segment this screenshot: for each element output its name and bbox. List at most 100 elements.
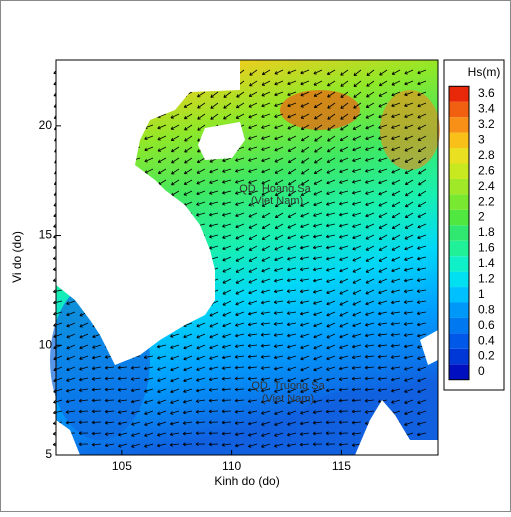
- arrow: [287, 69, 297, 75]
- arrow: [300, 179, 310, 186]
- arrow: [326, 168, 336, 174]
- arrow: [66, 311, 76, 317]
- arrow: [261, 102, 271, 108]
- arrow: [351, 355, 362, 360]
- arrow: [417, 223, 427, 229]
- arrow: [222, 256, 232, 262]
- colorbar-swatch: [449, 163, 469, 179]
- arrow: [391, 212, 401, 218]
- arrow: [377, 376, 388, 381]
- arrow: [209, 190, 219, 195]
- arrow: [417, 102, 427, 108]
- colorbar-label: 3: [478, 133, 485, 147]
- arrow: [222, 311, 232, 317]
- arrow: [338, 431, 349, 436]
- arrow: [104, 409, 115, 414]
- arrow: [222, 267, 232, 273]
- arrow: [300, 113, 310, 119]
- arrow: [261, 113, 271, 119]
- arrow: [391, 168, 401, 174]
- arrow: [234, 333, 245, 338]
- arrow: [391, 91, 401, 97]
- arrow: [248, 190, 258, 196]
- arrow: [351, 387, 362, 392]
- colorbar-swatch: [449, 302, 469, 318]
- arrow: [130, 388, 141, 393]
- arrow: [117, 399, 128, 403]
- arrow: [209, 322, 219, 328]
- arrow: [235, 300, 245, 306]
- arrow: [287, 212, 297, 218]
- arrow: [288, 168, 297, 175]
- arrow: [300, 344, 310, 350]
- arrow: [404, 234, 414, 240]
- arrow: [247, 333, 258, 337]
- arrow: [247, 322, 258, 327]
- arrow: [314, 135, 323, 142]
- arrow: [378, 102, 388, 108]
- arrow: [338, 387, 349, 392]
- arrow: [170, 399, 180, 404]
- arrow: [403, 289, 414, 294]
- arrow: [299, 256, 310, 261]
- arrow: [274, 432, 284, 437]
- arrow: [261, 179, 271, 185]
- colorbar-swatch: [449, 240, 469, 257]
- arrow: [390, 322, 401, 326]
- arrow: [248, 102, 258, 108]
- arrow: [299, 442, 310, 447]
- colorbar-label: 2.2: [478, 194, 495, 208]
- arrow: [417, 212, 427, 218]
- arrow: [352, 267, 362, 273]
- arrow: [300, 69, 310, 75]
- arrow: [352, 333, 362, 338]
- arrow: [417, 80, 427, 86]
- arrow: [273, 300, 284, 304]
- arrow: [404, 421, 414, 426]
- arrow: [79, 366, 89, 371]
- arrow: [326, 355, 336, 361]
- arrow: [261, 168, 271, 174]
- arrow: [404, 377, 414, 382]
- arrow: [248, 223, 258, 229]
- arrow: [378, 256, 388, 262]
- arrow: [104, 387, 115, 392]
- arrow: [196, 333, 206, 339]
- arrow: [170, 377, 180, 383]
- arrow: [287, 410, 297, 415]
- arrow: [300, 223, 310, 229]
- arrow: [313, 311, 323, 317]
- arrow: [234, 398, 245, 403]
- arrow: [377, 354, 388, 359]
- arrow: [338, 398, 349, 403]
- arrow: [91, 366, 102, 371]
- arrow: [221, 387, 232, 392]
- arrow: [326, 289, 336, 295]
- arrow: [222, 300, 232, 306]
- arrow: [208, 223, 219, 228]
- colorbar-label: 2.6: [478, 163, 495, 177]
- arrow: [118, 443, 128, 448]
- arrow: [300, 201, 310, 207]
- arrow: [378, 201, 388, 207]
- arrow: [274, 179, 284, 185]
- arrow: [261, 399, 271, 404]
- arrow: [66, 322, 76, 328]
- arrow: [273, 366, 284, 371]
- arrow: [195, 442, 206, 447]
- arrow: [365, 223, 375, 229]
- colorbar-swatch: [449, 209, 469, 226]
- colorbar-outline: [448, 85, 470, 381]
- arrow: [404, 201, 414, 208]
- arrow: [340, 69, 349, 76]
- arrow: [299, 289, 310, 294]
- arrow: [235, 278, 245, 284]
- arrow: [196, 179, 206, 185]
- arrow: [170, 135, 180, 141]
- arrow: [339, 190, 349, 195]
- annotation: QD. Hoang Sa: [239, 183, 311, 195]
- arrow: [352, 300, 362, 306]
- arrow: [235, 113, 245, 119]
- arrow: [326, 333, 336, 339]
